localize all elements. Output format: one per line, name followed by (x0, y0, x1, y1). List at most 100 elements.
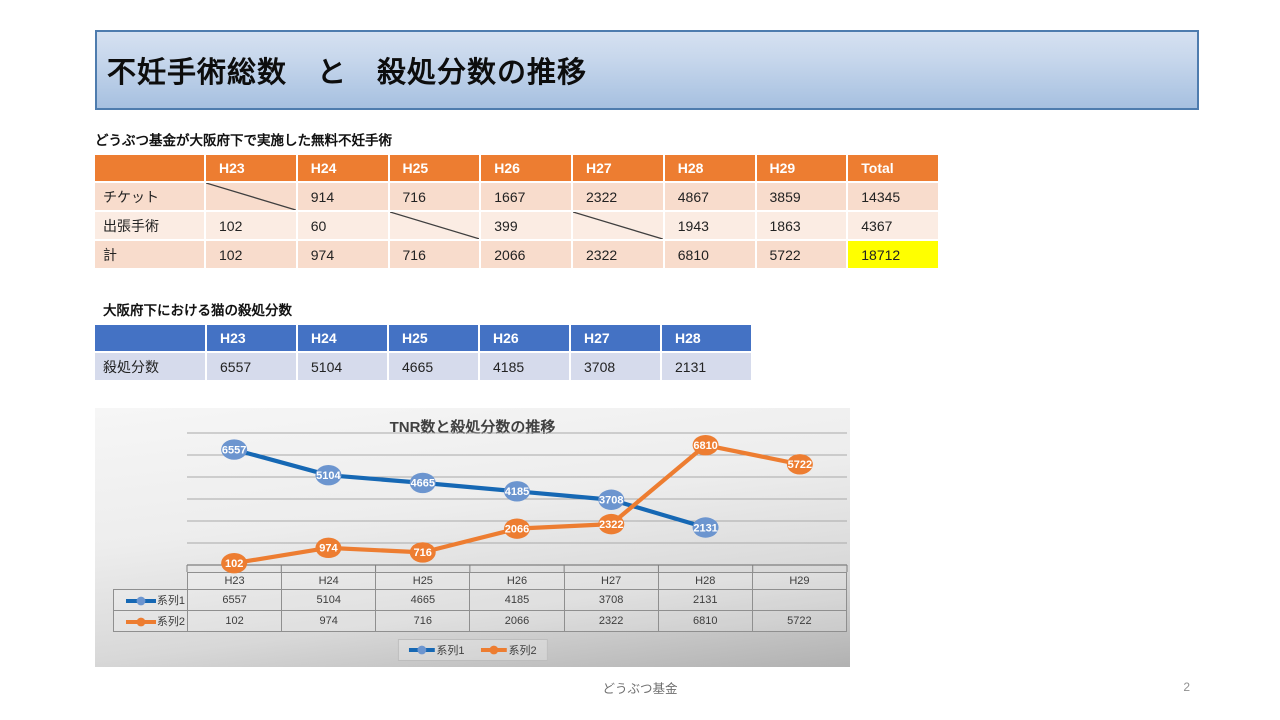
surgery-table: H23 H24 H25 H26 H27 H28 H29 Total チケット 9… (95, 155, 940, 270)
chart-table-series-row: 系列2 102 974 716 2066 2322 6810 5722 (113, 610, 848, 632)
chart-data-table: H23 H24 H25 H26 H27 H28 H29 系列1 6557 5104 4665 4185… (113, 572, 848, 632)
data-point-marker (409, 542, 436, 563)
table-row: 計 102 974 716 2066 2322 6810 5722 18712 (95, 241, 940, 270)
data-label: 2066 (505, 523, 529, 535)
table-cell: 974 (297, 241, 390, 270)
legend-item: 系列2 (480, 642, 537, 658)
row-label: 殺処分数 (95, 353, 207, 382)
x-axis-category-label: H23 (186, 572, 283, 590)
legend-key-icon (408, 645, 435, 655)
chart-table-value-cell: 6810 (657, 610, 753, 632)
no-data-diagonal-cell (389, 212, 482, 241)
data-label: 6557 (222, 444, 246, 456)
legend-item: 系列1 (408, 642, 465, 658)
data-label: 4185 (505, 486, 529, 498)
x-axis-category-label: H28 (657, 572, 753, 590)
data-point-marker (315, 537, 342, 559)
chart-table-value-cell: 2322 (563, 610, 659, 632)
header-cell: Total (848, 155, 940, 183)
series-row-header: 系列1 (113, 589, 188, 611)
header-cell: H25 (389, 325, 480, 353)
chart-table-value-cell: 4185 (469, 589, 565, 611)
table-cell: 4367 (848, 212, 940, 241)
data-label: 5722 (788, 459, 812, 471)
legend-key-icon (125, 617, 156, 627)
diagonal-line-icon (573, 212, 663, 239)
header-cell: H26 (480, 325, 571, 353)
data-label: 6810 (693, 440, 717, 452)
header-cell: H28 (664, 155, 757, 183)
table-cell: 3859 (756, 183, 849, 212)
header-cell: H27 (571, 325, 662, 353)
table-cell: 716 (389, 183, 482, 212)
legend-key-icon (125, 596, 156, 606)
series-line (232, 447, 708, 530)
series-line (232, 443, 802, 566)
title-banner: 不妊手術総数 と 殺処分数の推移 (95, 30, 1199, 110)
header-cell: H26 (481, 155, 573, 183)
page-title: 不妊手術総数 と 殺処分数の推移 (107, 57, 588, 89)
diagonal-line-icon (390, 212, 480, 239)
no-data-diagonal-cell (206, 183, 298, 212)
table-cell: 4867 (664, 183, 757, 212)
header-cell: H28 (662, 325, 753, 353)
cull-table: H23 H24 H25 H26 H27 H28 殺処分数 6557 5104 4… (95, 325, 753, 382)
data-label: 974 (319, 543, 338, 555)
table-cell: 102 (206, 212, 298, 241)
table-cell: 5104 (298, 353, 389, 382)
data-point-marker (692, 517, 719, 538)
page-number: 2 (1183, 680, 1190, 694)
chart-table-value-cell: 2131 (657, 589, 753, 611)
data-point-marker (504, 518, 530, 539)
table-cell: 102 (206, 241, 298, 270)
table-cell: 2131 (662, 353, 753, 382)
data-point-marker (221, 439, 248, 460)
table-cell: 6810 (664, 241, 757, 270)
data-label: 102 (225, 558, 243, 570)
data-label: 5104 (316, 470, 341, 482)
legend-key-icon (480, 645, 507, 655)
row-label: チケット (95, 183, 206, 212)
surgery-table-header-row: H23 H24 H25 H26 H27 H28 H29 Total (95, 155, 940, 183)
table-cell: 914 (297, 183, 390, 212)
data-label: 716 (414, 547, 432, 559)
data-label: 2131 (693, 522, 717, 534)
table-row: 殺処分数 6557 5104 4665 4185 3708 2131 (95, 353, 753, 382)
table-cell: 716 (389, 241, 482, 270)
chart-table-value-cell: 2066 (469, 610, 565, 632)
table-row: 出張手術 102 60 399 1943 1863 4367 (95, 212, 940, 241)
data-label: 4665 (410, 478, 434, 490)
chart-table-value-cell: 974 (281, 610, 377, 632)
chart-title: TNR数と殺処分数の推移 (389, 419, 556, 436)
grand-total-highlighted-cell: 18712 (848, 241, 940, 270)
header-cell (95, 155, 206, 183)
chart-table-series-row: 系列1 6557 5104 4665 4185 3708 2131 (113, 589, 848, 611)
header-cell: H24 (297, 155, 390, 183)
table-cell: 60 (297, 212, 390, 241)
series-name-label: 系列2 (156, 616, 185, 628)
chart-table-value-cell: 716 (375, 610, 471, 632)
header-cell: H23 (207, 325, 298, 353)
header-cell: H27 (573, 155, 665, 183)
legend-label: 系列1 (436, 645, 465, 657)
chart-legend: 系列1 系列2 (397, 639, 548, 661)
data-label: 3708 (599, 495, 623, 507)
data-point-marker (692, 434, 719, 456)
row-label: 計 (95, 241, 206, 270)
table-cell: 6557 (207, 353, 298, 382)
chart-table-value-cell: 4665 (375, 589, 471, 611)
chart-table-value-cell: 3708 (563, 589, 659, 611)
chart-table-corner (114, 573, 188, 590)
table-cell: 2322 (573, 241, 665, 270)
table2-caption: 大阪府下における猫の殺処分数 (103, 303, 292, 318)
x-axis-category-label: H26 (469, 572, 565, 590)
header-cell: H29 (756, 155, 849, 183)
header-cell: H24 (298, 325, 389, 353)
table-cell: 1863 (756, 212, 849, 241)
data-point-marker (409, 472, 436, 494)
footer-text: どうぶつ基金 (602, 682, 678, 696)
no-data-diagonal-cell (573, 212, 665, 241)
x-axis-category-label: H27 (563, 572, 659, 590)
diagonal-line-icon (206, 183, 296, 210)
